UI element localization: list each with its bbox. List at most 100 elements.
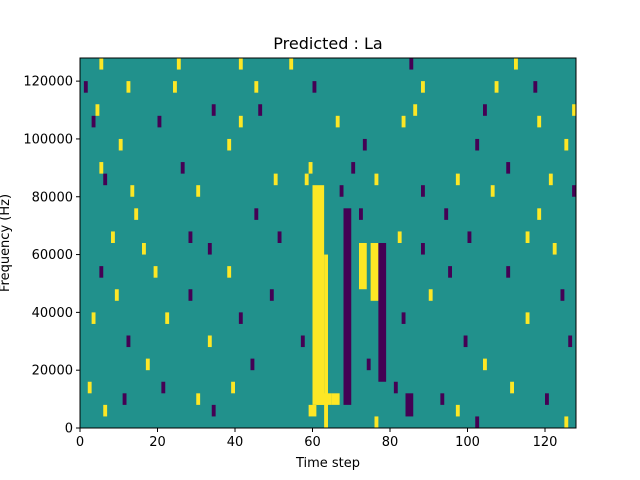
heatmap-cell-73 — [91, 312, 96, 324]
heatmap-cell-88 — [161, 381, 166, 394]
x-axis-label: Time step — [295, 456, 360, 471]
heatmap-cell-86 — [483, 358, 487, 371]
plot-frame — [79, 57, 577, 429]
heatmap-cell-39 — [374, 173, 379, 186]
heatmap-cell-55 — [277, 231, 282, 243]
heatmap-band-7 — [343, 208, 352, 405]
heatmap-cell-17 — [413, 104, 418, 116]
y-tick-label: 120000 — [23, 75, 73, 90]
heatmap-cell-58 — [525, 231, 530, 243]
heatmap-cell-84 — [250, 358, 255, 371]
heatmap-cell-79 — [207, 335, 212, 348]
heatmap-band-6 — [359, 243, 367, 290]
heatmap-cell-71 — [428, 289, 433, 301]
heatmap-cell-48 — [134, 208, 139, 220]
y-axis-label: Frequency (Hz) — [0, 194, 13, 292]
heatmap-band-9 — [378, 243, 387, 382]
heatmap-cell-7 — [126, 81, 131, 93]
heatmap-cell-56 — [397, 231, 402, 243]
heatmap-cell-50 — [359, 208, 363, 220]
y-tick-label: 0 — [65, 422, 73, 437]
heatmap-cell-43 — [196, 185, 201, 197]
heatmap-cell-70 — [269, 289, 274, 301]
heatmap-cell-41 — [548, 173, 553, 186]
heatmap-cell-77 — [525, 312, 530, 324]
heatmap-cell-72 — [560, 289, 565, 301]
heatmap-cell-95 — [545, 393, 549, 405]
heatmap-cell-27 — [227, 138, 232, 151]
heatmap-cell-1 — [176, 58, 181, 70]
y-axis: 0 20000 40000 60000 80000 100000 120000 — [23, 75, 80, 437]
y-tick-label: 20000 — [32, 364, 73, 379]
heatmap-cell-40 — [455, 173, 460, 186]
heatmap-cell-10 — [312, 81, 317, 93]
heatmap-cell-49 — [254, 208, 259, 220]
y-tick-label: 100000 — [23, 132, 73, 147]
heatmap-cell-99 — [374, 416, 379, 428]
heatmap-band-5 — [370, 243, 379, 301]
heatmap-cell-44 — [339, 185, 344, 197]
heatmap-cell-90 — [393, 381, 398, 394]
heatmap-cell-98 — [455, 404, 460, 417]
heatmap-cell-89 — [231, 381, 235, 394]
heatmap-cell-12 — [494, 81, 499, 93]
heatmap-cell-15 — [211, 104, 216, 116]
heatmap-cell-93 — [196, 393, 201, 405]
heatmap-cell-31 — [99, 162, 104, 174]
x-axis: 0 20 40 60 80 100 120 — [76, 428, 557, 450]
heatmap-band-8 — [405, 393, 414, 417]
heatmap-band-2 — [316, 393, 332, 405]
y-tick-label: 80000 — [32, 190, 73, 205]
heatmap-cell-14 — [95, 104, 100, 116]
heatmap-cell-35 — [506, 162, 511, 174]
heatmap-cell-87 — [87, 381, 92, 394]
heatmap-cell-22 — [238, 115, 243, 128]
heatmap-cells — [83, 58, 576, 428]
heatmap-cell-33 — [308, 162, 313, 174]
plot-area — [80, 58, 576, 428]
heatmap-cell-57 — [467, 231, 472, 243]
heatmap-cell-69 — [188, 289, 193, 301]
heatmap-cell-54 — [188, 231, 193, 243]
y-tick-label: 60000 — [32, 248, 73, 263]
heatmap-band-3 — [331, 393, 340, 405]
heatmap-cell-23 — [335, 115, 340, 128]
heatmap-cell-67 — [506, 266, 511, 278]
x-tick-label: 0 — [76, 435, 84, 450]
heatmap-cell-61 — [421, 243, 425, 255]
heatmap-cell-32 — [180, 162, 185, 174]
heatmap-cell-11 — [421, 81, 425, 93]
heatmap-cell-5 — [514, 58, 518, 70]
heatmap-cell-25 — [537, 115, 542, 128]
heatmap-cell-53 — [111, 231, 115, 243]
heatmap-cell-9 — [254, 81, 259, 93]
heatmap-cell-0 — [99, 58, 104, 70]
heatmap-cell-66 — [448, 266, 452, 278]
heatmap-cell-80 — [300, 335, 305, 348]
heatmap-cell-62 — [552, 243, 557, 255]
heatmap-cell-85 — [366, 358, 371, 371]
heatmap-cell-29 — [475, 138, 480, 151]
heatmap-cell-37 — [273, 173, 278, 186]
heatmap-cell-74 — [165, 312, 170, 324]
heatmap-cell-18 — [483, 104, 487, 116]
x-tick-label: 80 — [382, 435, 399, 450]
heatmap-cell-83 — [145, 358, 150, 371]
heatmap-cell-16 — [258, 104, 263, 116]
heatmap-cell-36 — [103, 173, 108, 186]
heatmap-cell-59 — [142, 243, 146, 255]
heatmap-band-0 — [312, 185, 325, 405]
heatmap-cell-78 — [126, 335, 131, 348]
x-tick-label: 40 — [227, 435, 244, 450]
heatmap-cell-94 — [440, 393, 445, 405]
heatmap-cell-65 — [227, 266, 232, 278]
heatmap-cell-60 — [207, 243, 212, 255]
x-tick-label: 100 — [455, 435, 480, 450]
heatmap-cell-76 — [401, 312, 406, 324]
heatmap-cell-38 — [304, 173, 309, 186]
heatmap-cell-26 — [118, 138, 123, 151]
heatmap-cell-52 — [537, 208, 542, 220]
heatmap-cell-4 — [409, 58, 414, 70]
heatmap-cell-68 — [114, 289, 119, 301]
heatmap-cell-3 — [289, 58, 294, 70]
